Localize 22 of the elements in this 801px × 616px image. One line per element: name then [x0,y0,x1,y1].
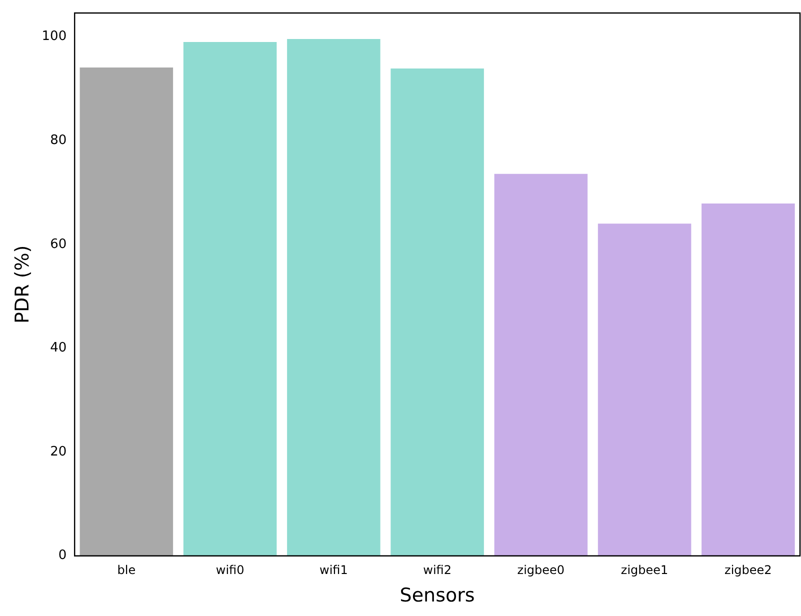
bar [598,224,692,556]
x-tick-label: zigbee2 [724,563,772,578]
y-tick-label: 80 [50,133,67,148]
x-tick-label: wifi0 [216,563,244,578]
y-tick-label: 0 [58,548,67,564]
x-tick-label: wifi1 [320,563,348,578]
y-tick-label: 100 [42,29,67,44]
bar [390,68,484,556]
y-axis-title: PDR (%) [11,245,34,324]
y-tick-label: 60 [50,236,67,252]
y-tick-label: 20 [50,444,67,460]
x-axis-title: Sensors [400,584,475,607]
x-tick-label: zigbee1 [620,563,668,578]
bar [80,67,174,556]
x-tick-label: ble [117,563,136,578]
y-tick-label: 40 [50,340,67,356]
bar [287,38,380,556]
bar [702,203,795,556]
bar [494,174,588,556]
bar [183,42,277,556]
x-tick-label: wifi2 [423,563,452,578]
x-tick-label: zigbee0 [517,563,565,578]
